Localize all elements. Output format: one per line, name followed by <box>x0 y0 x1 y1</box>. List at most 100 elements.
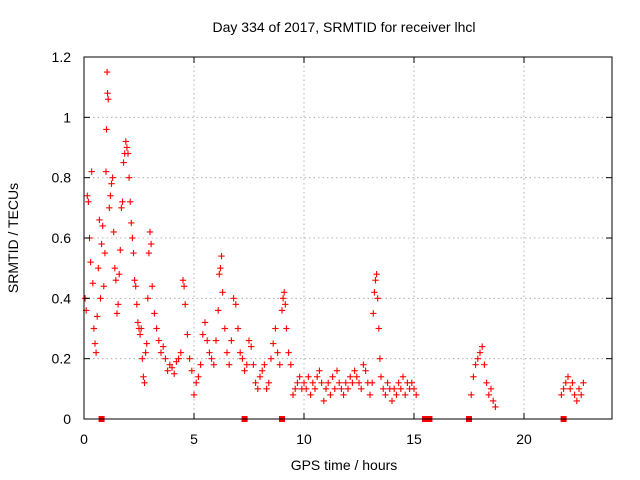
data-point <box>487 385 495 393</box>
data-point <box>133 301 140 308</box>
data-point <box>276 361 283 368</box>
data-point <box>344 385 352 393</box>
data-point <box>316 367 323 374</box>
data-point <box>366 391 374 399</box>
data-point <box>468 391 475 399</box>
data-point <box>254 385 261 393</box>
data-point <box>573 397 580 405</box>
data-point <box>296 373 303 380</box>
data-point <box>292 385 299 393</box>
x-tick-label: 5 <box>190 431 198 447</box>
data-point <box>87 258 94 266</box>
data-point <box>84 192 91 199</box>
data-point <box>190 391 198 399</box>
data-point <box>218 252 225 260</box>
data-point <box>393 391 400 399</box>
data-point <box>358 385 365 393</box>
data-point <box>333 367 341 374</box>
data-point <box>89 280 96 287</box>
data-point <box>131 277 138 284</box>
data-point <box>193 379 200 386</box>
data-point <box>327 391 334 399</box>
y-tick-label: 1.2 <box>52 49 72 65</box>
data-point <box>303 385 310 393</box>
data-point <box>155 337 162 344</box>
y-tick-label: 0 <box>63 411 71 427</box>
data-point <box>123 144 131 151</box>
data-point <box>195 373 202 380</box>
data-point <box>336 379 343 386</box>
data-point <box>151 310 158 317</box>
data-point <box>186 355 193 362</box>
data-point <box>208 355 215 362</box>
data-point <box>483 379 490 386</box>
data-point <box>376 355 384 362</box>
data-point <box>472 361 479 368</box>
data-point <box>142 349 149 356</box>
data-point <box>98 240 105 248</box>
data-point <box>375 325 382 332</box>
data-point <box>188 367 195 374</box>
data-point <box>481 361 488 368</box>
data-point <box>221 325 228 332</box>
data-point <box>256 373 264 380</box>
data-point <box>311 385 319 393</box>
data-point <box>91 340 99 347</box>
x-tick-label: 20 <box>516 431 532 447</box>
data-point <box>128 219 135 227</box>
data-point <box>122 138 129 145</box>
data-point <box>492 403 499 411</box>
data-point <box>141 379 148 386</box>
data-point <box>132 283 139 290</box>
data-point <box>476 349 484 356</box>
data-point <box>153 325 160 332</box>
x-tick-label: 10 <box>296 431 312 447</box>
data-point <box>564 373 572 380</box>
data-point <box>157 349 165 356</box>
y-tick-label: 0.2 <box>52 351 72 367</box>
data-point <box>134 319 142 326</box>
data-point <box>342 379 349 386</box>
data-point <box>305 373 312 380</box>
data-point <box>216 271 223 278</box>
data-point <box>340 391 347 399</box>
data-point <box>355 379 363 386</box>
data-point <box>130 249 137 257</box>
data-point <box>289 391 297 399</box>
data-point <box>182 301 189 308</box>
data-point <box>252 379 259 386</box>
data-point <box>103 68 111 76</box>
y-axis-title: SRMTID / TECUs <box>5 183 21 293</box>
data-point <box>278 307 286 314</box>
data-point <box>369 379 376 386</box>
data-point <box>204 337 211 344</box>
data-point <box>470 373 477 380</box>
data-point <box>388 397 396 405</box>
data-point <box>362 367 369 374</box>
data-point <box>318 379 325 386</box>
data-point <box>96 216 103 224</box>
data-point <box>201 319 209 326</box>
data-point <box>184 331 191 338</box>
data-point <box>274 349 281 356</box>
data-point <box>219 289 226 296</box>
data-point <box>94 313 101 320</box>
data-point <box>100 283 107 290</box>
data-point <box>571 391 578 399</box>
data-point <box>349 379 356 386</box>
data-point <box>307 391 314 399</box>
data-point <box>147 240 155 248</box>
data-point <box>338 385 345 393</box>
data-point <box>97 295 104 302</box>
data-point <box>347 373 354 380</box>
data-point <box>88 168 95 175</box>
data-point <box>485 391 492 399</box>
data-point <box>408 379 415 386</box>
data-point <box>223 349 231 356</box>
data-point <box>162 355 169 362</box>
data-point <box>118 204 125 212</box>
data-point <box>380 385 387 393</box>
data-point <box>117 246 124 254</box>
data-point <box>399 373 407 380</box>
